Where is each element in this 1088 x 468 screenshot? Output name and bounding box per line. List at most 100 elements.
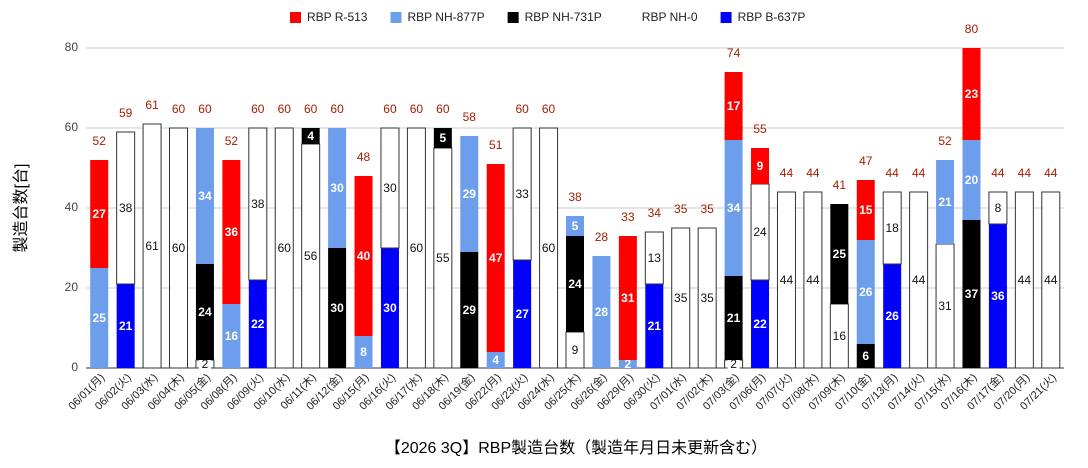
data-label: 5 xyxy=(572,219,579,233)
total-label: 59 xyxy=(119,106,133,120)
data-label: 25 xyxy=(833,247,847,261)
bar-segment xyxy=(856,180,875,240)
bar-segment xyxy=(1041,191,1061,369)
bar-segment xyxy=(380,248,399,368)
data-label: 60 xyxy=(278,241,292,255)
bar-segment xyxy=(90,160,109,268)
data-label: 60 xyxy=(172,241,186,255)
bar-segment xyxy=(644,231,664,285)
bar-segment xyxy=(671,227,691,369)
bar-segment xyxy=(354,176,373,336)
total-label: 60 xyxy=(251,102,265,116)
y-tick-label: 20 xyxy=(65,280,79,294)
legend-label: RBP R-513 xyxy=(307,10,368,24)
data-label: 21 xyxy=(648,319,662,333)
total-label: 28 xyxy=(595,230,609,244)
data-label: 44 xyxy=(1044,273,1058,287)
bar-segment xyxy=(406,127,426,369)
bar-segment xyxy=(195,264,214,360)
total-label: 60 xyxy=(410,102,424,116)
total-label: 60 xyxy=(278,102,292,116)
bar-segment xyxy=(988,224,1007,368)
total-label: 60 xyxy=(330,102,344,116)
total-label: 44 xyxy=(912,166,926,180)
bar-segment xyxy=(724,72,743,140)
data-label: 22 xyxy=(251,317,265,331)
legend-swatch xyxy=(290,12,301,23)
bar-segment xyxy=(486,352,505,368)
data-label: 44 xyxy=(806,273,820,287)
bar-segment xyxy=(116,131,136,285)
data-label: 33 xyxy=(515,187,529,201)
data-label: 6 xyxy=(862,349,869,363)
data-label: 5 xyxy=(439,131,446,145)
total-label: 60 xyxy=(304,102,318,116)
total-label: 47 xyxy=(859,154,873,168)
data-label: 60 xyxy=(410,241,424,255)
data-label: 2 xyxy=(625,357,632,371)
bar-segment xyxy=(856,344,875,368)
bar-segment xyxy=(566,216,584,236)
total-label: 52 xyxy=(93,134,107,148)
bar-segment xyxy=(142,123,162,369)
total-label: 48 xyxy=(357,150,371,164)
data-label: 30 xyxy=(383,181,397,195)
bar-segment xyxy=(513,260,532,368)
legend-label: RBP B-637P xyxy=(738,10,806,24)
bar-segment xyxy=(962,220,981,368)
total-label: 60 xyxy=(383,102,397,116)
bar-segment xyxy=(751,148,770,184)
data-label: 8 xyxy=(995,201,1002,215)
total-label: 52 xyxy=(938,134,952,148)
total-label: 60 xyxy=(198,102,212,116)
data-label: 29 xyxy=(463,303,477,317)
data-label: 31 xyxy=(621,291,635,305)
bar-segment xyxy=(433,128,452,148)
data-label: 60 xyxy=(542,241,556,255)
data-label: 15 xyxy=(859,203,873,217)
legend-swatch xyxy=(507,12,519,23)
data-label: 44 xyxy=(780,273,794,287)
total-label: 60 xyxy=(515,102,529,116)
bar-segment xyxy=(169,127,189,369)
bar-segment xyxy=(592,256,611,368)
data-label: 55 xyxy=(436,251,450,265)
total-label: 38 xyxy=(568,190,582,204)
data-label: 24 xyxy=(198,305,212,319)
total-label: 44 xyxy=(806,166,820,180)
total-label: 34 xyxy=(648,206,662,220)
bar-segment xyxy=(222,304,241,368)
data-label: 47 xyxy=(489,251,503,265)
data-label: 17 xyxy=(727,99,741,113)
bar-segment xyxy=(1014,191,1034,369)
bar-segment xyxy=(380,127,400,249)
bar-segment xyxy=(354,336,373,368)
total-label: 61 xyxy=(145,98,159,112)
data-label: 56 xyxy=(304,249,318,263)
bar-segment xyxy=(460,252,479,368)
bar-segment xyxy=(274,127,294,369)
data-label: 36 xyxy=(225,225,239,239)
total-label: 41 xyxy=(833,178,847,192)
data-label: 37 xyxy=(965,287,979,301)
y-tick-label: 0 xyxy=(71,360,78,374)
bar-segment xyxy=(566,236,584,332)
legend-swatch xyxy=(624,12,636,23)
data-label: 21 xyxy=(119,319,133,333)
data-label: 61 xyxy=(145,239,159,253)
bar-segment xyxy=(803,191,823,369)
bar-segment xyxy=(328,128,347,248)
data-label: 4 xyxy=(307,129,314,143)
bar-segment xyxy=(248,280,267,368)
data-label: 2 xyxy=(730,357,737,371)
bar-segment xyxy=(776,191,796,369)
total-label: 35 xyxy=(674,202,688,216)
bar-segment xyxy=(248,127,268,281)
chart-title: 【2026 3Q】RBP製造台数（製造年月日未更新含む） xyxy=(385,439,767,457)
bar-segment xyxy=(512,127,532,261)
data-label: 24 xyxy=(568,277,582,291)
bar-segment xyxy=(222,160,241,304)
label-bg xyxy=(198,357,211,371)
data-label: 28 xyxy=(595,305,609,319)
data-label: 44 xyxy=(912,273,926,287)
